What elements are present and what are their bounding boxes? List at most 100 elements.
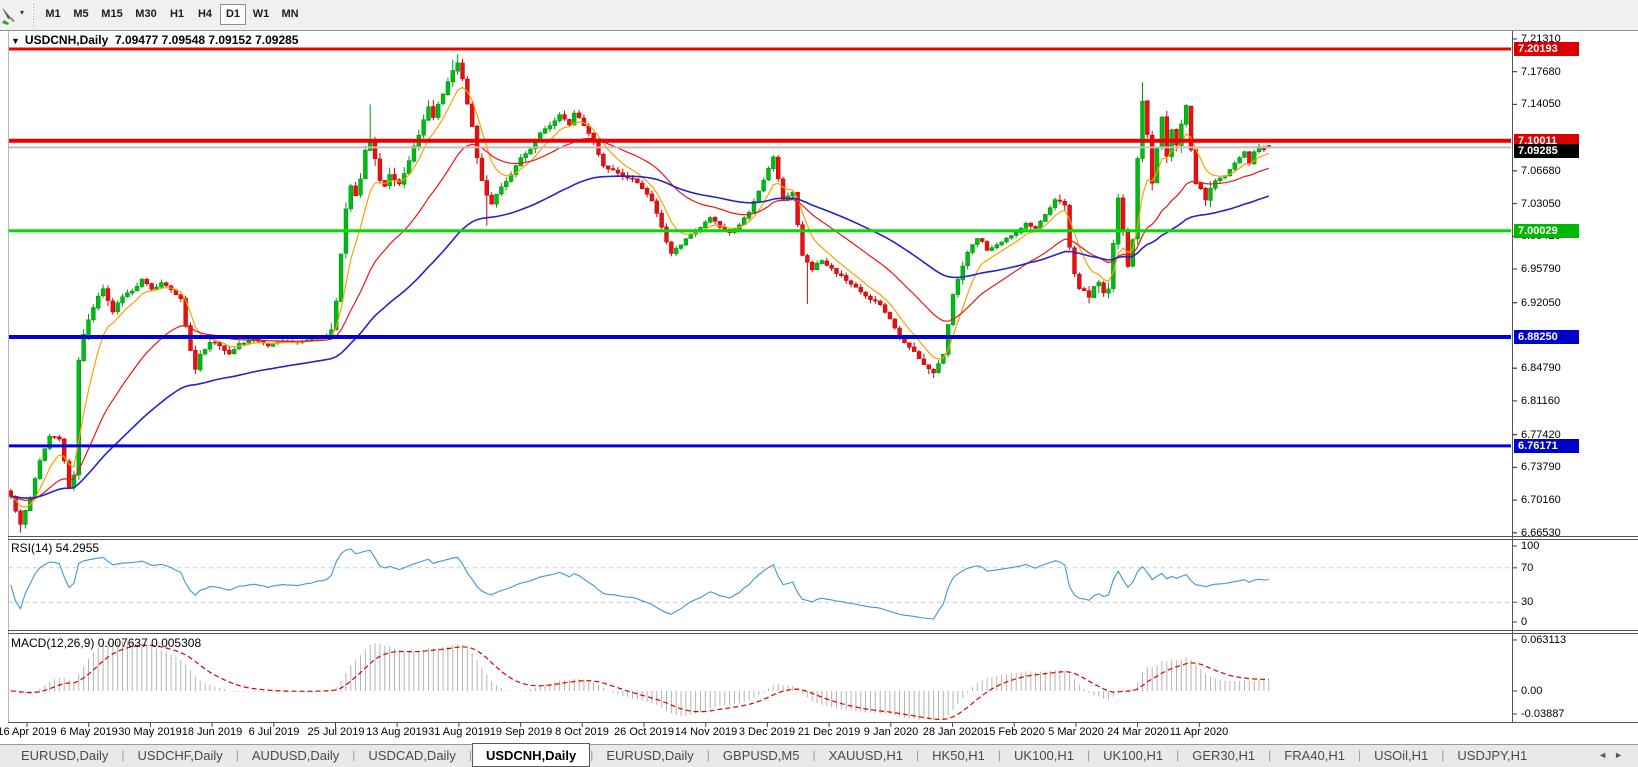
toolbar: ▾ M1 M5 M15 M30 H1 H4 D1 W1 MN <box>0 0 1638 30</box>
timeframe-button-M1[interactable]: M1 <box>45 8 61 20</box>
timeframe-button-H1[interactable]: H1 <box>169 8 185 20</box>
tab-divider: | <box>235 748 239 762</box>
macd-signal-line <box>10 644 1269 721</box>
chart-ohlc-values: 7.09477 7.09548 7.09152 7.09285 <box>114 33 299 47</box>
tab-scroll-left-icon[interactable]: ◄ <box>1598 750 1615 760</box>
tab-divider: | <box>468 748 472 762</box>
hline-price-tag: 7.20193 <box>1514 42 1579 56</box>
price-tick-label: 7.17680 <box>1521 66 1561 78</box>
cursor-tool-icon[interactable] <box>1 5 19 25</box>
tab-divider: | <box>916 748 920 762</box>
chart-tab-EURUSD-Daily[interactable]: EURUSD,Daily <box>606 748 694 763</box>
chart-tab-EURUSD-Daily[interactable]: EURUSD,Daily <box>21 748 109 763</box>
price-tick-label: 6.84790 <box>1521 362 1561 374</box>
timeframe-button-MN[interactable]: MN <box>281 8 299 20</box>
tab-divider: | <box>812 748 816 762</box>
rsi-tick-label: 30 <box>1521 596 1534 608</box>
tab-divider: | <box>1357 748 1362 762</box>
chart-tab-GBPUSD-M5[interactable]: GBPUSD,M5 <box>722 748 800 763</box>
macd-indicator-label: MACD(12,26,9) 0.007637 0.005308 <box>11 636 202 650</box>
tab-divider: | <box>1087 748 1091 762</box>
price-tick-label: 6.92050 <box>1521 297 1561 309</box>
tab-divider: | <box>1176 748 1180 762</box>
date-axis-label: 3 Dec 2019 <box>738 726 796 738</box>
tab-scroll-arrows: ◄► <box>1598 750 1630 760</box>
chart-tab-USOil-H1[interactable]: USOil,H1 <box>1374 748 1429 763</box>
timeframe-button-M30[interactable]: M30 <box>135 8 157 20</box>
fast-ma-line <box>10 86 1270 508</box>
date-axis-label: 14 Nov 2019 <box>674 726 738 738</box>
date-axis-label: 28 Jan 2020 <box>922 726 984 738</box>
timeframe-button-H4[interactable]: H4 <box>197 8 213 20</box>
rsi-tick-label: 0 <box>1521 616 1528 628</box>
rsi-line <box>10 548 1269 620</box>
price-tick-label: 7.06680 <box>1521 165 1561 177</box>
chart-tab-FRA40-H1[interactable]: FRA40,H1 <box>1284 748 1345 763</box>
date-axis-label: 19 Sep 2019 <box>489 726 553 738</box>
hline-price-tag: 7.00029 <box>1514 224 1579 238</box>
date-axis-label: 11 Apr 2020 <box>1169 726 1229 738</box>
timeframe-button-M5[interactable]: M5 <box>73 8 89 20</box>
chart-symbol-label: USDCNH,Daily <box>24 33 109 47</box>
timeframe-button-D1[interactable]: D1 <box>220 4 246 25</box>
date-axis-label: 6 May 2019 <box>60 726 118 738</box>
tab-divider: | <box>352 748 356 762</box>
tab-divider: | <box>1441 748 1445 762</box>
chart-tab-HK50-H1[interactable]: HK50,H1 <box>932 748 985 763</box>
chart-menu-caret-icon[interactable]: ▼ <box>11 36 20 46</box>
tab-divider: | <box>590 748 594 762</box>
rsi-indicator-label: RSI(14) 54.2955 <box>11 541 100 555</box>
chart-tab-XAUUSD-H1[interactable]: XAUUSD,H1 <box>828 748 904 763</box>
date-axis-label: 26 Oct 2019 <box>614 726 674 738</box>
macd-tick-label: 0.00 <box>1521 685 1543 697</box>
panel-frame <box>0 30 1638 723</box>
date-axis-label: 25 Jul 2019 <box>307 726 365 738</box>
chart-tab-bar: EURUSD,Daily | USDCHF,Daily | AUDUSD,Daily | U… <box>0 743 1638 767</box>
slow-ma-line <box>10 175 1270 499</box>
timeframe-button-W1[interactable]: W1 <box>252 8 270 20</box>
price-panel[interactable] <box>9 54 1271 533</box>
date-axis-label: 18 Jun 2019 <box>181 726 243 738</box>
chart-tab-USDCAD-Daily[interactable]: USDCAD,Daily <box>368 748 456 763</box>
macd-tick-label: 0.063113 <box>1521 634 1567 646</box>
candles <box>9 54 1271 533</box>
date-axis-label: 24 Mar 2020 <box>1107 726 1169 738</box>
tab-divider: | <box>997 748 1002 762</box>
macd-histogram <box>15 641 1270 720</box>
bid-price-tag: 7.09285 <box>1514 144 1579 158</box>
hline-price-tag: 6.76171 <box>1514 439 1579 453</box>
date-axis-label: 13 Aug 2019 <box>366 726 428 738</box>
chart-tab-UK100-H1[interactable]: UK100,H1 <box>1014 748 1075 763</box>
price-tick-label: 6.70160 <box>1521 494 1561 506</box>
macd-tick-label: -0.03887 <box>1521 708 1565 720</box>
tab-scroll-right-icon[interactable]: ► <box>1614 750 1630 760</box>
rsi-panel[interactable] <box>9 548 1511 620</box>
chart-tab-UK100-H1[interactable]: UK100,H1 <box>1103 748 1164 763</box>
date-axis-label: 21 Dec 2019 <box>797 726 861 738</box>
price-tick-label: 6.77420 <box>1521 429 1561 441</box>
chart-tab-USDCNH-Daily[interactable]: USDCNH,Daily <box>471 743 591 767</box>
chart-tab-USDJPY-H1[interactable]: USDJPY,H1 <box>1457 748 1528 763</box>
price-tick-label: 6.95790 <box>1521 263 1561 275</box>
macd-panel[interactable] <box>10 641 1270 721</box>
chart-background <box>0 30 1638 744</box>
chart-tab-USDCHF-Daily[interactable]: USDCHF,Daily <box>137 748 223 763</box>
chart-title: ▼ USDCNH,Daily 7.09477 7.09548 7.09152 7.… <box>11 33 298 47</box>
tab-divider: | <box>706 748 710 762</box>
chart-tab-AUDUSD-Daily[interactable]: AUDUSD,Daily <box>251 748 340 763</box>
price-tick-label: 6.66530 <box>1521 527 1561 539</box>
date-axis-label: 30 May 2019 <box>118 726 182 738</box>
chart-tab-GER30-H1[interactable]: GER30,H1 <box>1192 748 1256 763</box>
date-axis-label: 16 Apr 2019 <box>0 726 57 738</box>
tab-divider: | <box>121 748 125 762</box>
timeframe-button-M15[interactable]: M15 <box>101 8 123 20</box>
date-axis-label: 15 Feb 2020 <box>983 726 1045 738</box>
date-axis-label: 9 Jan 2020 <box>863 726 919 738</box>
tool-dropdown-caret-icon[interactable]: ▾ <box>20 8 25 17</box>
date-axis-label: 5 Mar 2020 <box>1048 726 1104 738</box>
rsi-tick-label: 70 <box>1521 562 1534 574</box>
price-tick-label: 6.81160 <box>1521 395 1560 407</box>
toolbar-grip-handle[interactable] <box>32 4 36 26</box>
